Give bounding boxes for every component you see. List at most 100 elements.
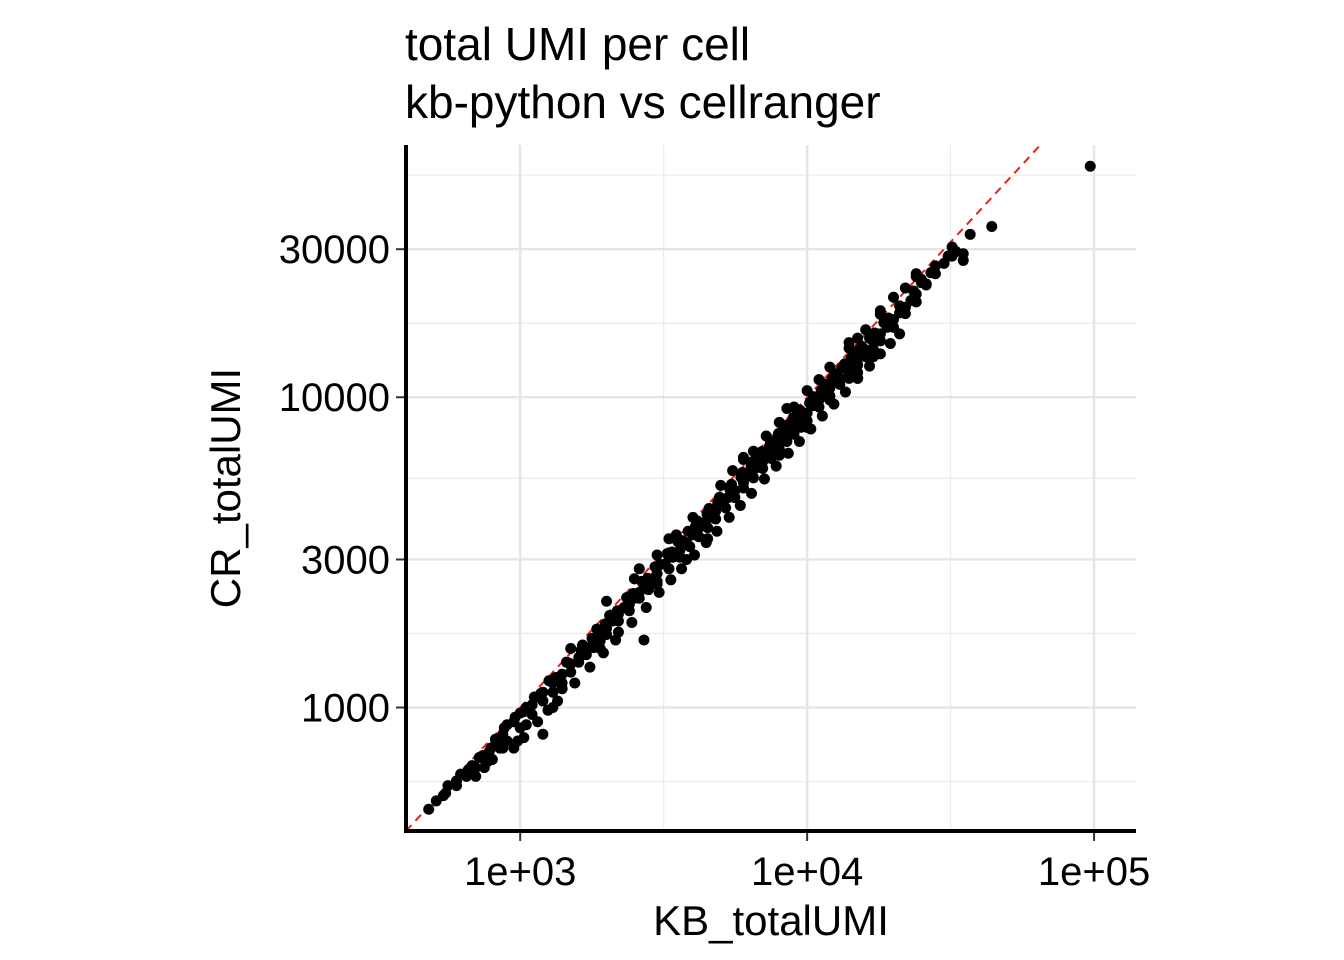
data-point: [757, 462, 769, 474]
data-point: [601, 595, 613, 607]
data-point: [763, 441, 775, 453]
data-point: [569, 677, 581, 689]
data-point: [663, 533, 675, 545]
data-point: [684, 541, 696, 553]
data-point: [843, 337, 855, 349]
data-point: [834, 378, 846, 390]
data-point: [843, 372, 855, 384]
data-point: [801, 421, 813, 433]
data-point: [440, 787, 452, 799]
data-point: [737, 482, 749, 494]
x-tick-label: 1e+05: [1038, 850, 1150, 894]
data-point: [920, 278, 932, 290]
data-point: [565, 642, 577, 654]
data-point: [537, 728, 549, 740]
data-point: [874, 335, 886, 347]
data-point: [702, 522, 714, 534]
data-point: [665, 574, 677, 586]
data-point: [638, 634, 650, 646]
x-tick-label: 1e+03: [464, 850, 576, 894]
data-point: [563, 657, 575, 669]
data-point: [884, 337, 896, 349]
data-point: [653, 586, 665, 598]
data-point: [729, 492, 741, 504]
chart-subtitle: kb-python vs cellranger: [405, 76, 881, 128]
data-point: [715, 479, 727, 491]
data-point: [701, 508, 713, 520]
data-point: [894, 300, 906, 312]
data-point: [727, 465, 739, 477]
data-point: [587, 638, 599, 650]
chart-title: total UMI per cell: [405, 18, 750, 70]
data-point: [676, 563, 688, 575]
data-point: [771, 432, 783, 444]
data-point: [853, 344, 865, 356]
data-point: [611, 605, 623, 617]
data-point: [737, 451, 749, 463]
data-point: [711, 525, 723, 537]
data-point: [654, 559, 666, 571]
data-point: [573, 656, 585, 668]
data-point: [584, 661, 596, 673]
data-point: [852, 332, 864, 344]
data-point: [813, 374, 825, 386]
data-point: [666, 546, 678, 558]
data-point: [518, 706, 530, 718]
data-point: [591, 623, 603, 635]
data-point: [423, 803, 435, 815]
data-point: [801, 385, 813, 397]
y-axis-ticks: 1000 3000 10000 30000: [279, 228, 404, 731]
data-point: [760, 430, 772, 442]
data-point: [816, 410, 828, 422]
data-point: [663, 563, 675, 575]
data-point: [575, 644, 587, 656]
y-axis-title: CR_totalUMI: [202, 368, 249, 608]
data-point: [702, 533, 714, 545]
data-point: [874, 305, 886, 317]
data-point: [910, 296, 922, 308]
y-tick-label: 1000: [301, 687, 390, 731]
data-point: [681, 553, 693, 565]
data-point: [839, 386, 851, 398]
data-point: [485, 742, 497, 754]
data-point: [845, 353, 857, 365]
y-tick-label: 3000: [301, 538, 390, 582]
data-points: [423, 160, 1096, 815]
data-point: [745, 460, 757, 472]
data-point: [734, 499, 746, 511]
data-point: [786, 416, 798, 428]
data-point: [497, 742, 509, 754]
data-point: [746, 487, 758, 499]
data-point: [860, 351, 872, 363]
data-point: [623, 605, 635, 617]
data-point: [782, 447, 794, 459]
data-point: [813, 401, 825, 413]
data-point: [509, 711, 521, 723]
data-point: [1084, 160, 1096, 172]
data-point: [836, 362, 848, 374]
data-point: [710, 513, 722, 525]
data-point: [556, 683, 568, 695]
data-point: [747, 472, 759, 484]
data-point: [642, 572, 654, 584]
data-point: [689, 521, 701, 533]
data-point: [547, 702, 559, 714]
data-point: [651, 578, 663, 590]
data-point: [466, 760, 478, 772]
x-tick-label: 1e+04: [751, 850, 863, 894]
data-point: [612, 626, 624, 638]
data-point: [929, 260, 941, 272]
data-point: [626, 616, 638, 628]
data-point: [860, 324, 872, 336]
data-point: [612, 615, 624, 627]
data-point: [852, 372, 864, 384]
data-point: [599, 618, 611, 630]
data-point: [867, 351, 879, 363]
data-point: [520, 719, 532, 731]
data-point: [888, 291, 900, 303]
data-point: [781, 402, 793, 414]
data-point: [793, 436, 805, 448]
data-point: [687, 511, 699, 523]
data-point: [824, 394, 836, 406]
